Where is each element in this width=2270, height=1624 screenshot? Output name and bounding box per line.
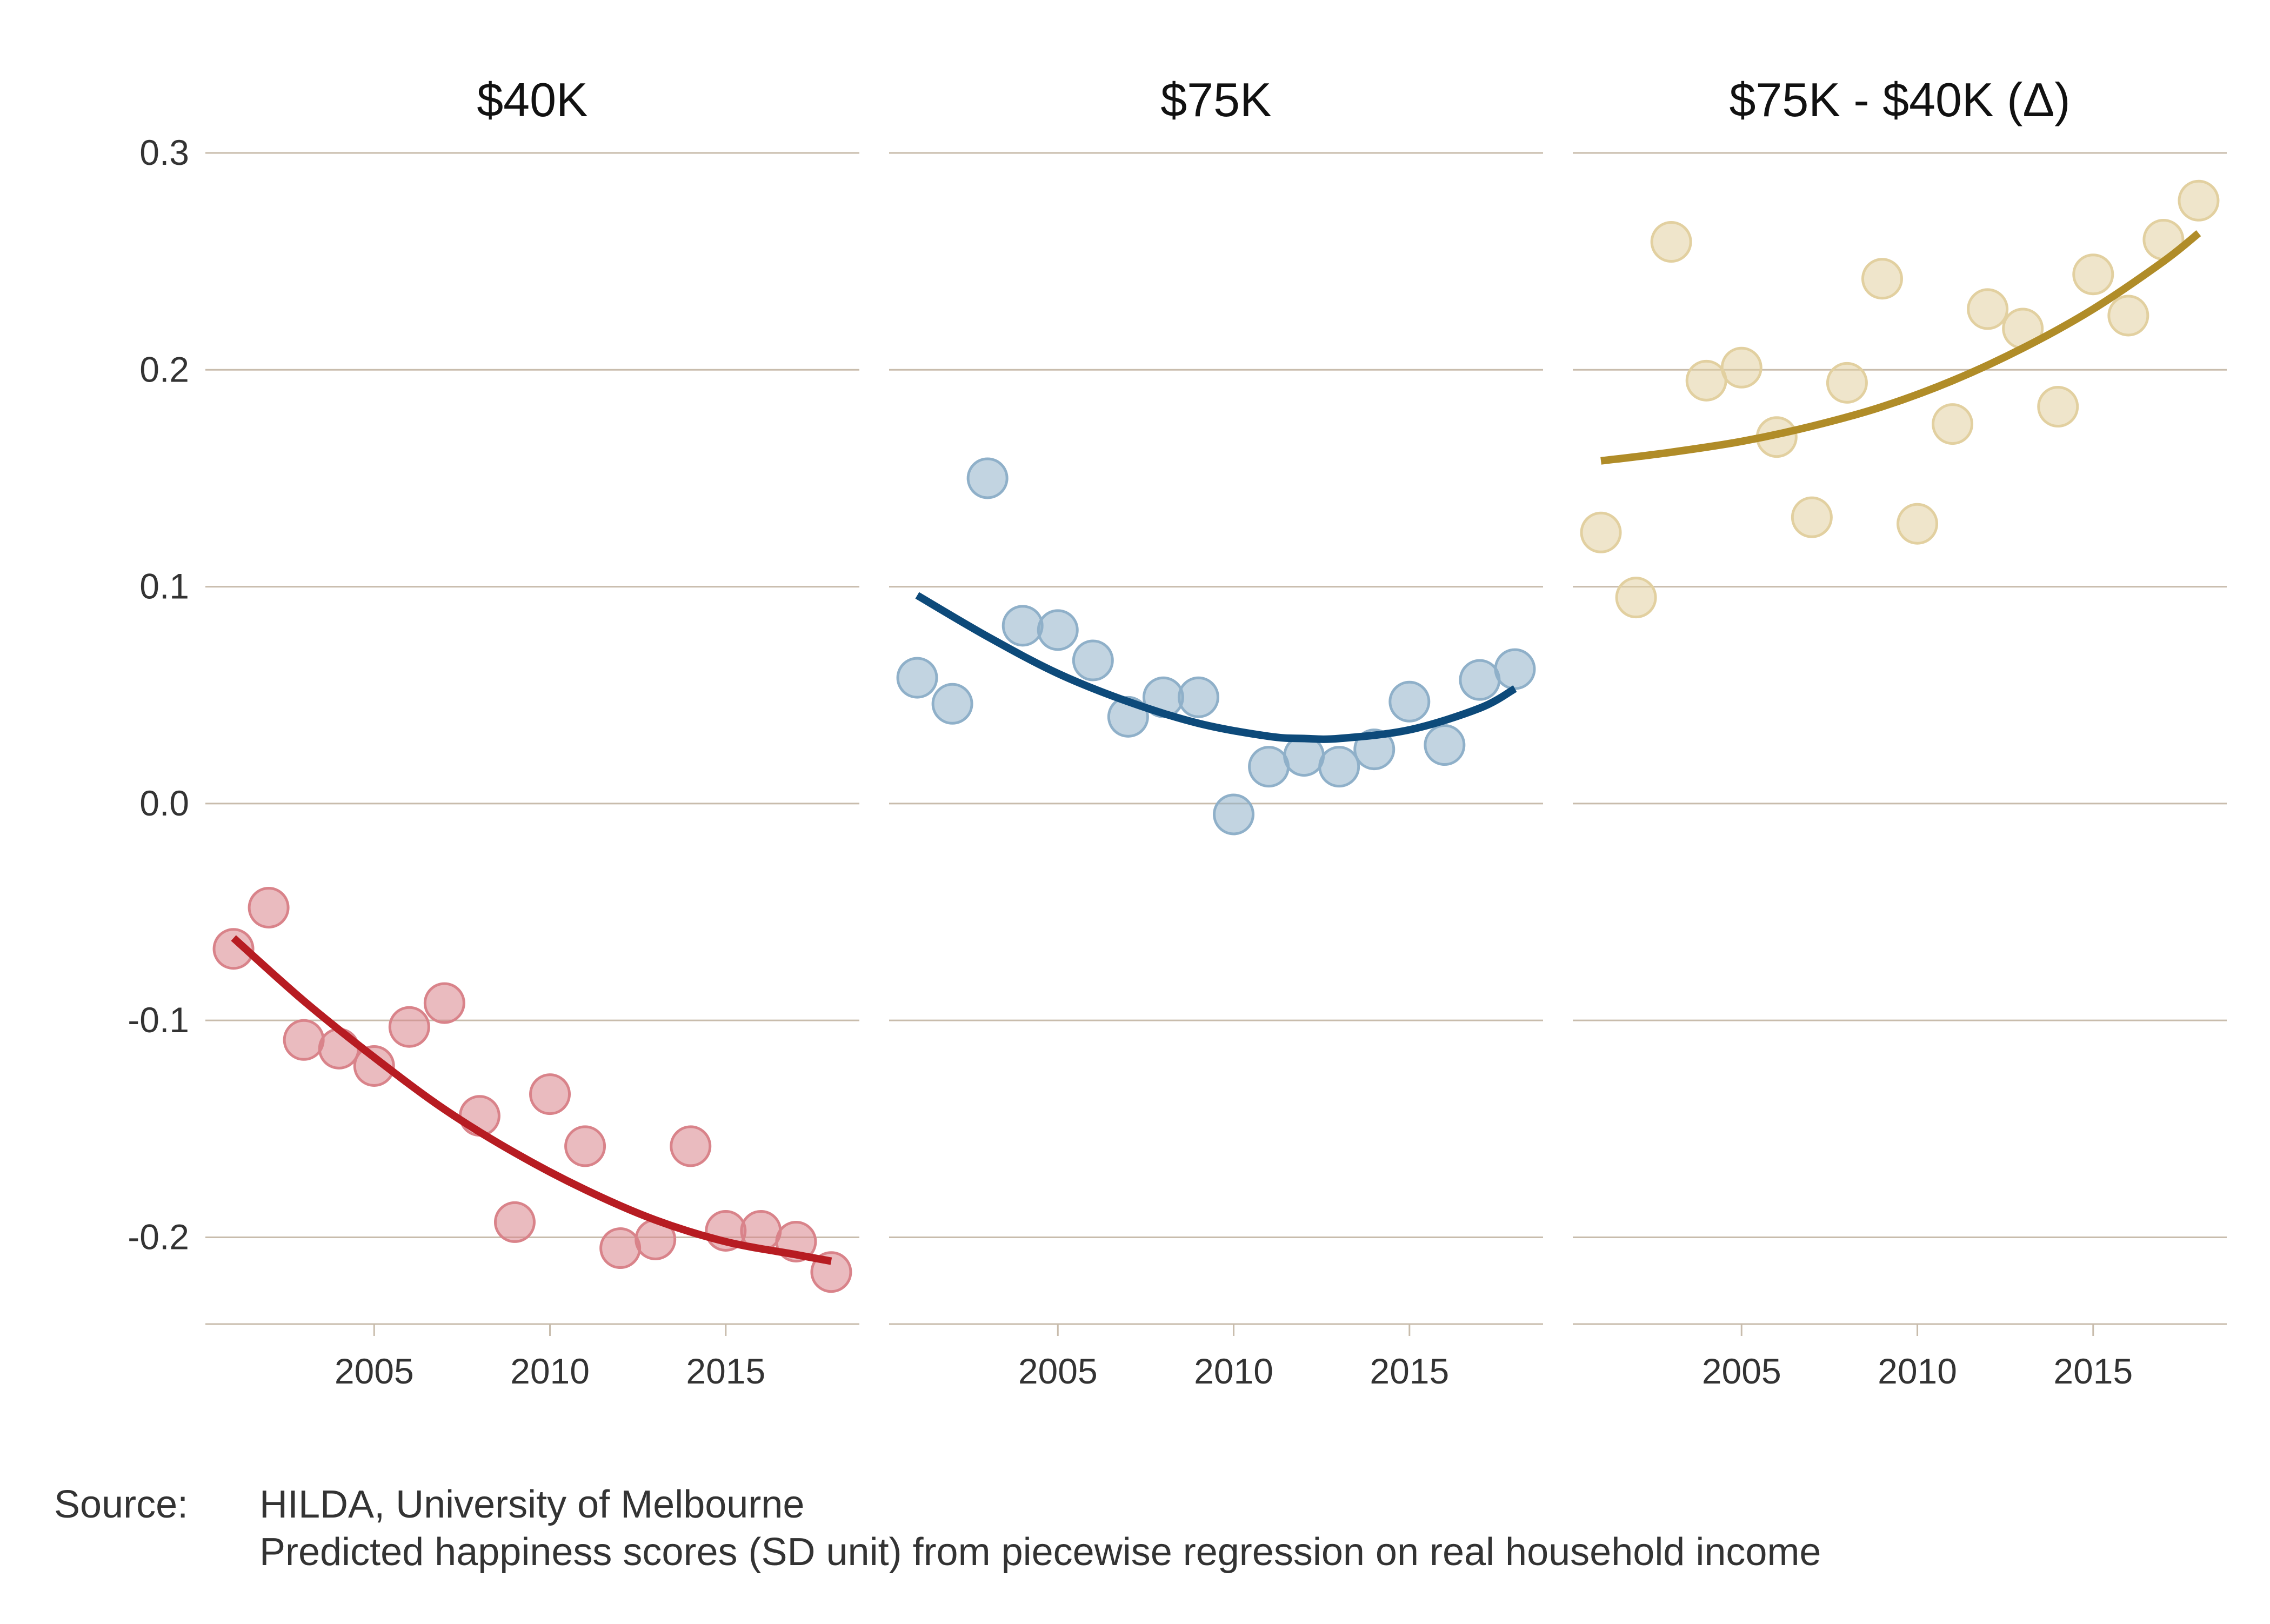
data-point [2072, 253, 2114, 296]
source-label: Source: [54, 1483, 189, 1526]
y-tick-label: -0.1 [128, 1000, 189, 1040]
x-tick-label: 2010 [1878, 1351, 1957, 1391]
data-point [564, 1125, 606, 1167]
data-point [2178, 179, 2220, 222]
data-point [1037, 609, 1079, 651]
y-tick-label: 0.0 [139, 783, 189, 823]
data-point [353, 1045, 395, 1087]
data-point [212, 928, 255, 970]
data-point [1720, 346, 1762, 389]
panel-1: 2005 2010 2015 $40K [205, 73, 859, 1391]
data-point [966, 457, 1009, 499]
data-point [423, 982, 465, 1024]
x-tick-label: 2015 [686, 1351, 765, 1391]
data-point [493, 1201, 536, 1243]
data-point [1580, 511, 1622, 553]
data-point [1177, 676, 1219, 718]
fit-line [231, 935, 832, 1265]
y-tick-label: -0.2 [128, 1217, 189, 1257]
x-tick-label: 2005 [1702, 1351, 1781, 1391]
source-block: Source: HILDA, University of Melbourne Pr… [54, 1481, 1821, 1576]
y-tick-label: 0.3 [139, 132, 189, 172]
x-tick-label: 2005 [335, 1351, 414, 1391]
y-tick-label: 0.1 [139, 566, 189, 606]
data-point [1967, 288, 2009, 330]
data-point [529, 1073, 571, 1115]
panel-title: $40K [477, 73, 588, 126]
panel-title: $75K - $40K (Δ) [1729, 73, 2070, 126]
source-text: HILDA, University of Melbourne [259, 1483, 805, 1526]
data-point [1318, 746, 1360, 788]
data-point [318, 1027, 360, 1070]
panel-title: $75K [1160, 73, 1272, 126]
data-point [248, 887, 290, 929]
data-point [1826, 362, 1868, 404]
y-tick-label: 0.2 [139, 349, 189, 389]
x-tick-label: 2015 [1370, 1351, 1449, 1391]
x-tick-label: 2010 [1194, 1351, 1273, 1391]
data-point [599, 1227, 642, 1269]
x-tick-label: 2010 [510, 1351, 590, 1391]
data-point [931, 683, 973, 725]
data-point [1002, 605, 1044, 647]
data-point [2037, 386, 2079, 428]
data-point [1424, 724, 1466, 766]
data-point [670, 1125, 712, 1167]
data-point [2107, 295, 2149, 337]
data-point [1494, 648, 1536, 690]
source-line: Source: HILDA, University of Melbourne [54, 1481, 1821, 1528]
panel-2: 2005 2010 2015 $75K [889, 73, 1543, 1391]
data-point [896, 657, 938, 699]
data-point [1459, 659, 1501, 701]
x-tick-label: 2005 [1018, 1351, 1098, 1391]
note-text: Predicted happiness scores (SD unit) fro… [259, 1531, 1821, 1574]
fit-line [915, 592, 1517, 743]
data-point [1650, 221, 1692, 263]
panel-3: 2005 2010 2015 $75K - $40K (Δ) [1573, 73, 2227, 1391]
data-point [388, 1006, 430, 1048]
fit-line [1600, 230, 2201, 465]
data-point [1685, 359, 1727, 402]
data-point [1248, 746, 1290, 788]
data-point [1897, 503, 1939, 545]
data-point [1932, 403, 1974, 445]
data-point [1615, 577, 1657, 619]
data-point [1213, 793, 1255, 836]
data-point [1072, 639, 1114, 681]
x-tick-label: 2015 [2053, 1351, 2133, 1391]
data-point [1388, 680, 1431, 723]
data-point [1861, 258, 1903, 300]
data-point [283, 1019, 325, 1061]
data-point [1791, 496, 1833, 538]
